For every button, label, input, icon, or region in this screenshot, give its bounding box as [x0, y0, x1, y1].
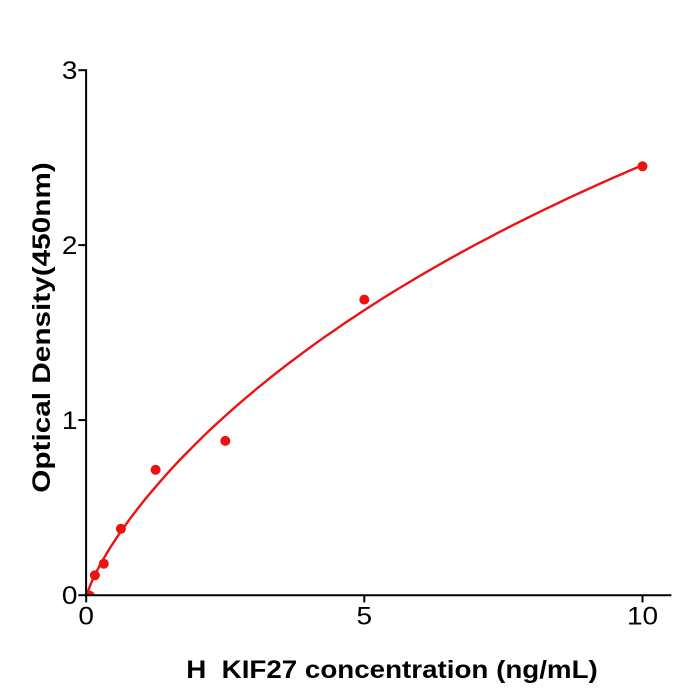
svg-text:1: 1: [62, 406, 78, 434]
svg-text:5: 5: [357, 602, 373, 630]
svg-text:2: 2: [62, 231, 78, 259]
svg-text:3: 3: [62, 57, 78, 85]
svg-text:Optical Density(450nm): Optical Density(450nm): [27, 162, 55, 493]
svg-text:0: 0: [78, 602, 94, 630]
svg-text:0: 0: [62, 582, 78, 610]
svg-text:H KIF27 concentration (ng/mL): H KIF27 concentration (ng/mL): [186, 655, 598, 683]
svg-text:10: 10: [627, 602, 658, 630]
